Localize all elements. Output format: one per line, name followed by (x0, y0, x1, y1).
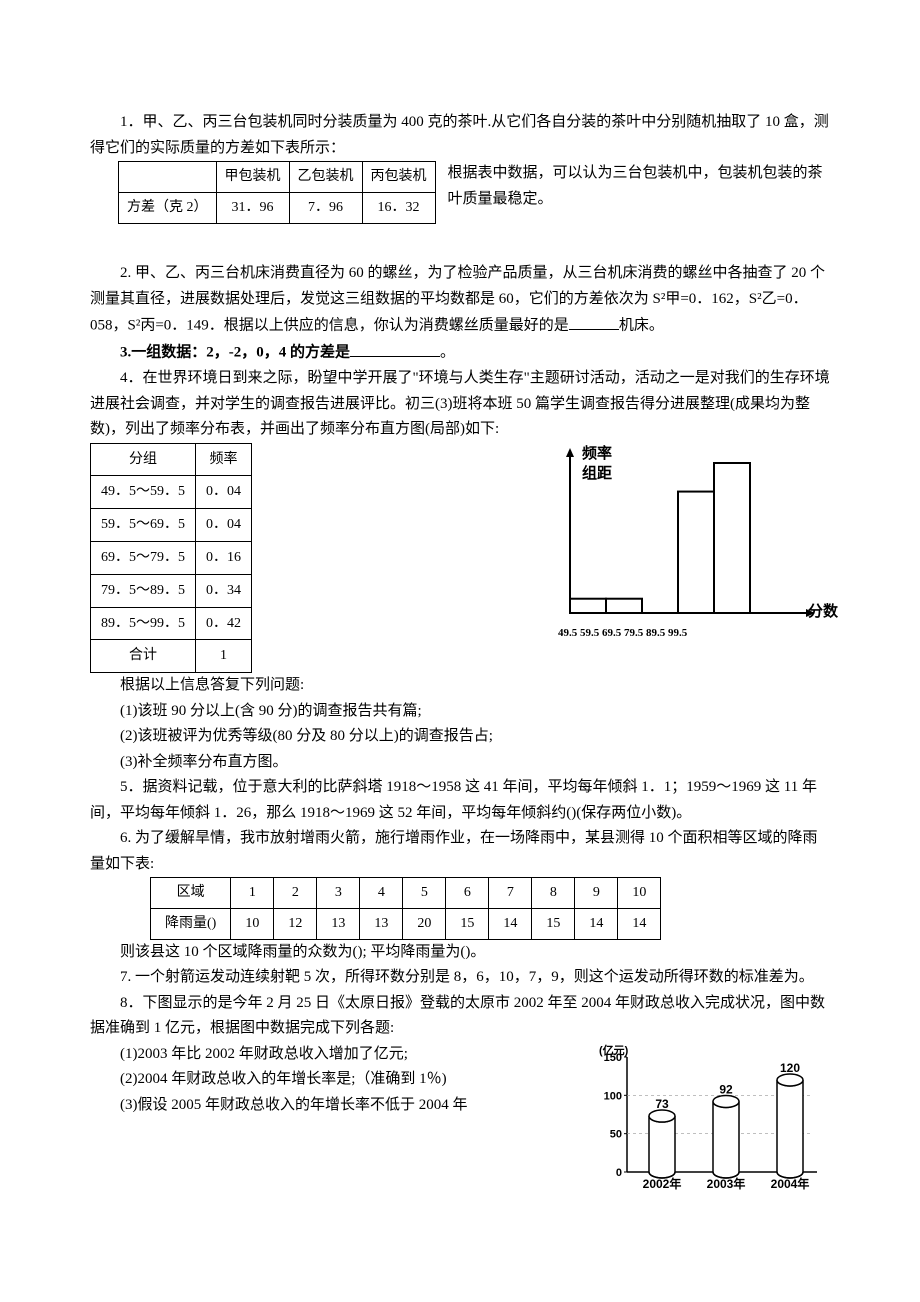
q6-h4: 4 (360, 878, 403, 909)
q4-th1: 频率 (196, 443, 252, 476)
q1-table: 甲包装机 乙包装机 丙包装机 方差（克 2） 31．96 7．96 16．32 (118, 161, 436, 224)
q4-r2c0: 69．5～79．5 (91, 541, 196, 574)
q4-table: 分组频率 49．5～59．50．04 59．5～69．50．04 69．5～79… (90, 443, 252, 674)
q4-r5c1: 1 (196, 640, 252, 673)
q4-r0c1: 0．04 (196, 476, 252, 509)
q4-sub2: (2)该班被评为优秀等级(80 分及 80 分以上)的调查报告占; (90, 724, 830, 750)
q6-rl: 降雨量() (151, 908, 231, 939)
q4-r3c1: 0．34 (196, 574, 252, 607)
svg-text:92: 92 (719, 1082, 733, 1096)
svg-text:50: 50 (610, 1128, 622, 1140)
q4-after: 根据以上信息答复下列问题: (90, 673, 830, 699)
svg-text:0: 0 (616, 1167, 622, 1179)
q3-text: 3.一组数据：2，-2，0，4 的方差是 。 (90, 339, 830, 366)
q6-h0: 区域 (151, 878, 231, 909)
q4-r4c0: 89．5～99．5 (91, 607, 196, 640)
q4-histogram: 频率 组距 分数 49.5 59.5 69.5 79.5 89.5 99.5 (540, 443, 830, 643)
histogram-xticks: 49.5 59.5 69.5 79.5 89.5 99.5 (558, 624, 687, 643)
q8-intro: 8．下图显示的是今年 2 月 25 日《太原日报》登载的太原市 2002 年至 … (90, 991, 830, 1042)
q1-h3: 丙包装机 (362, 162, 435, 193)
q6-v5: 15 (446, 908, 489, 939)
q1-v2: 16．32 (362, 192, 435, 223)
q6-v7: 15 (532, 908, 575, 939)
q3-body: 3.一组数据：2，-2，0，4 的方差是 (120, 345, 350, 361)
q4-sub1: (1)该班 90 分以上(含 90 分)的调查报告共有篇; (90, 699, 830, 725)
svg-text:2002年: 2002年 (643, 1176, 682, 1191)
q6-v9: 14 (618, 908, 661, 939)
q4-r2c1: 0．16 (196, 541, 252, 574)
q7-text: 7. 一个射箭运发动连续射靶 5 次，所得环数分别是 8，6，10，7，9，则这… (90, 965, 830, 991)
q8-chart: (亿元)150100500732002年922003年1202004年 (595, 1042, 830, 1197)
q6-after: 则该县这 10 个区域降雨量的众数为(); 平均降雨量为()。 (90, 940, 830, 966)
q6-v2: 13 (317, 908, 360, 939)
svg-text:2004年: 2004年 (771, 1176, 810, 1191)
q2-text: 2. 甲、乙、丙三台机床消费直径为 60 的螺丝，为了检验产品质量，从三台机床消… (90, 261, 830, 339)
q2-blank (569, 312, 619, 330)
q3-tail: 。 (440, 345, 455, 361)
q8-sub2: (2)2004 年财政总收入的年增长率是;（准确到 1％) (90, 1067, 577, 1093)
q4-r3c0: 79．5～89．5 (91, 574, 196, 607)
q4-r0c0: 49．5～59．5 (91, 476, 196, 509)
q4-sub3: (3)补全频率分布直方图。 (90, 750, 830, 776)
q1-side: 根据表中数据，可以认为三台包装机中，包装机包装的茶叶质量最稳定。 (448, 161, 831, 212)
q6-v8: 14 (575, 908, 618, 939)
q6-v4: 20 (403, 908, 446, 939)
q6-intro: 6. 为了缓解旱情，我市放射增雨火箭，施行增雨作业，在一场降雨中，某县测得 10… (90, 826, 830, 877)
q8-sub1: (1)2003 年比 2002 年财政总收入增加了亿元; (90, 1042, 577, 1068)
q4-r4c1: 0．42 (196, 607, 252, 640)
q6-v1: 12 (274, 908, 317, 939)
q6-h7: 7 (489, 878, 532, 909)
q6-table: 区域 1 2 3 4 5 6 7 8 9 10 降雨量() 10 12 13 1… (150, 877, 661, 940)
q4-intro: 4．在世界环境日到来之际，盼望中学开展了"环境与人类生存"主题研讨活动，活动之一… (90, 366, 830, 443)
q3-blank (350, 339, 440, 357)
q1-v1: 7．96 (289, 192, 362, 223)
q8-sub3: (3)假设 2005 年财政总收入的年增长率不低于 2004 年 (90, 1093, 577, 1119)
q1-rowlabel: 方差（克 2） (119, 192, 217, 223)
q6-v0: 10 (231, 908, 274, 939)
q1-intro: 1．甲、乙、丙三台包装机同时分装质量为 400 克的茶叶.从它们各自分装的茶叶中… (90, 110, 830, 161)
q2-tail: 机床。 (619, 318, 664, 334)
q6-h5: 5 (403, 878, 446, 909)
q2-body: 2. 甲、乙、丙三台机床消费直径为 60 的螺丝，为了检验产品质量，从三台机床消… (90, 265, 825, 334)
q6-v6: 14 (489, 908, 532, 939)
q4-r1c1: 0．04 (196, 509, 252, 542)
q6-h9: 9 (575, 878, 618, 909)
q6-h3: 3 (317, 878, 360, 909)
q4-r1c0: 59．5～69．5 (91, 509, 196, 542)
q6-h10: 10 (618, 878, 661, 909)
q6-h8: 8 (532, 878, 575, 909)
q1-h2: 乙包装机 (289, 162, 362, 193)
svg-text:120: 120 (780, 1061, 800, 1075)
q1-h0 (119, 162, 217, 193)
q5-text: 5．据资料记载，位于意大利的比萨斜塔 1918～1958 这 41 年间，平均每… (90, 775, 830, 826)
q6-h2: 2 (274, 878, 317, 909)
q6-h1: 1 (231, 878, 274, 909)
q4-th0: 分组 (91, 443, 196, 476)
q6-h6: 6 (446, 878, 489, 909)
q4-r5c0: 合计 (91, 640, 196, 673)
q1-v0: 31．96 (216, 192, 289, 223)
svg-text:150: 150 (604, 1052, 622, 1064)
svg-text:100: 100 (604, 1090, 622, 1102)
q1-h1: 甲包装机 (216, 162, 289, 193)
svg-text:2003年: 2003年 (707, 1176, 746, 1191)
q6-v3: 13 (360, 908, 403, 939)
svg-text:73: 73 (655, 1097, 669, 1111)
